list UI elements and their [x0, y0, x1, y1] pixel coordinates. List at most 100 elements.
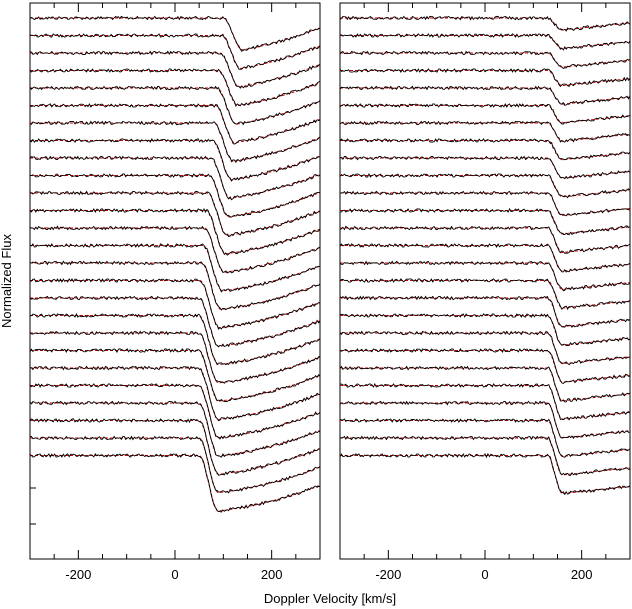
left-observed-profile-21 [30, 365, 321, 422]
right-observed-profile-24 [339, 418, 631, 458]
left-observed-profile-1 [29, 15, 321, 52]
right-model-profile-19 [340, 332, 631, 365]
left-model-profile-14 [30, 245, 321, 292]
right-panel: -200 0 200 [339, 2, 631, 582]
left-panel: -200 0 200 [29, 2, 321, 582]
right-observed-profile-6 [339, 103, 631, 125]
left-model-profile-5 [30, 87, 321, 125]
left-model-profile-4 [30, 70, 321, 107]
left-observed-profile-7 [29, 120, 321, 164]
x-axis-label: Doppler Velocity [km/s] [264, 591, 396, 606]
right-x-tick-label--200: -200 [375, 567, 401, 582]
left-observed-profile-8 [29, 137, 321, 182]
right-ticks: -200 0 200 [339, 3, 631, 582]
right-observed-profile-22 [339, 382, 631, 421]
right-observed-profile-9 [339, 155, 631, 180]
right-observed-profile-23 [339, 400, 631, 439]
right-observed-profile-11 [339, 190, 631, 217]
right-model-profile-26 [340, 455, 631, 494]
left-x-tick-label-0: 0 [171, 567, 178, 582]
left-observed-profile-3 [29, 50, 321, 89]
right-observed-profile-17 [339, 295, 631, 328]
left-observed-profile-24 [29, 418, 321, 476]
right-profiles [339, 15, 631, 496]
right-observed-profile-5 [339, 85, 631, 106]
left-observed-profile-19 [29, 330, 321, 384]
left-ticks: -200 0 200 [29, 3, 321, 582]
right-model-profile-8 [340, 140, 631, 161]
left-model-profile-17 [30, 297, 321, 347]
right-observed-profile-14 [339, 242, 631, 273]
left-model-profile-6 [30, 105, 321, 144]
right-model-profile-10 [340, 175, 631, 198]
right-observed-profile-13 [339, 225, 631, 254]
left-x-tick-label--200: -200 [65, 567, 91, 582]
right-model-profile-7 [340, 122, 631, 142]
left-observed-profile-4 [29, 68, 321, 107]
right-observed-profile-12 [339, 207, 631, 236]
right-observed-profile-15 [339, 260, 631, 292]
left-model-profile-23 [30, 402, 321, 457]
left-observed-profile-10 [29, 173, 321, 218]
y-axis-label: Normalized Flux [0, 234, 14, 328]
right-model-profile-5 [340, 87, 631, 105]
right-model-profile-25 [340, 437, 631, 476]
right-observed-profile-10 [339, 172, 631, 199]
left-model-profile-25 [30, 437, 321, 494]
right-observed-profile-18 [339, 313, 631, 347]
left-observed-profile-11 [29, 190, 321, 238]
right-observed-profile-1 [339, 15, 631, 32]
right-model-profile-16 [340, 280, 631, 309]
left-observed-profile-13 [29, 225, 321, 274]
right-observed-profile-19 [339, 330, 631, 366]
left-model-profile-21 [30, 367, 321, 421]
right-model-profile-18 [340, 315, 631, 346]
right-model-profile-6 [340, 105, 631, 124]
right-observed-profile-4 [339, 68, 631, 88]
right-model-profile-17 [340, 297, 631, 328]
right-observed-profile-26 [339, 452, 631, 496]
left-model-profile-13 [30, 227, 321, 273]
left-observed-profile-22 [29, 383, 321, 440]
right-observed-profile-25 [339, 435, 631, 476]
right-x-tick-label-0: 0 [481, 567, 488, 582]
right-model-profile-21 [340, 367, 631, 402]
right-observed-profile-8 [339, 138, 631, 161]
left-observed-profile-25 [30, 435, 321, 494]
left-observed-profile-12 [29, 208, 321, 256]
left-model-profile-19 [30, 332, 321, 384]
left-model-profile-3 [30, 52, 321, 88]
right-observed-profile-21 [339, 365, 631, 403]
right-model-profile-1 [340, 17, 631, 31]
left-model-profile-26 [30, 455, 321, 512]
left-model-profile-12 [30, 210, 321, 255]
right-model-profile-22 [340, 385, 631, 420]
left-model-profile-8 [30, 140, 321, 181]
left-observed-profile-23 [29, 400, 320, 458]
right-observed-profile-16 [339, 278, 631, 311]
left-observed-profile-17 [29, 295, 321, 348]
left-observed-profile-2 [29, 33, 321, 70]
left-profiles [29, 15, 321, 513]
left-model-profile-2 [30, 35, 321, 69]
left-observed-profile-26 [29, 453, 321, 513]
left-model-profile-18 [30, 315, 321, 366]
right-model-profile-13 [340, 227, 631, 254]
right-observed-profile-2 [339, 33, 631, 51]
right-model-profile-11 [340, 192, 631, 216]
left-observed-profile-5 [29, 85, 321, 126]
left-observed-profile-18 [29, 313, 321, 366]
left-observed-profile-6 [29, 103, 321, 145]
left-x-tick-label-200: 200 [261, 567, 283, 582]
left-model-profile-16 [30, 280, 321, 329]
left-observed-profile-9 [29, 155, 321, 201]
right-observed-profile-7 [339, 120, 631, 143]
left-model-profile-9 [30, 157, 321, 199]
left-model-profile-1 [30, 17, 321, 51]
left-model-profile-22 [30, 385, 321, 439]
left-observed-profile-15 [29, 260, 321, 311]
left-observed-profile-20 [29, 348, 321, 402]
left-model-profile-24 [30, 420, 321, 475]
left-observed-profile-16 [29, 278, 321, 330]
